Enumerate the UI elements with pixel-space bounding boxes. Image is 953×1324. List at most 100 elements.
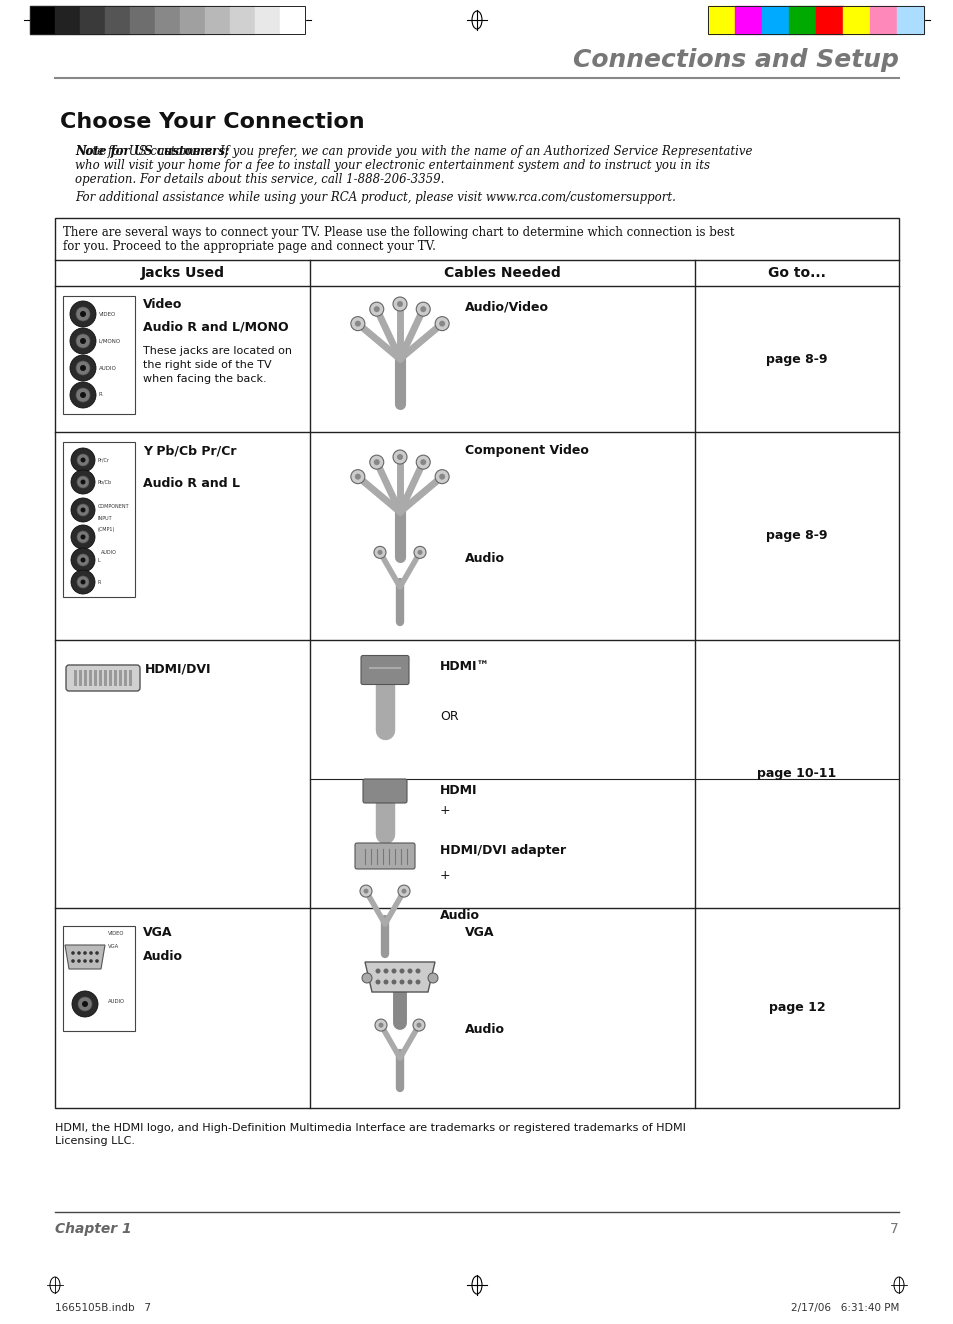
Circle shape [378, 1022, 383, 1027]
Circle shape [80, 580, 86, 584]
Circle shape [71, 548, 95, 572]
Bar [99, 670, 102, 686]
Bar [113, 670, 117, 686]
Text: Note for US customers:: Note for US customers: [75, 146, 229, 158]
Text: Note for US customers: If you prefer, we can provide you with the name of an Aut: Note for US customers: If you prefer, we… [75, 146, 752, 158]
Text: Y Pb/Cb Pr/Cr: Y Pb/Cb Pr/Cr [143, 444, 236, 457]
Circle shape [77, 553, 89, 565]
Text: VGA: VGA [464, 925, 494, 939]
Circle shape [393, 297, 407, 311]
Circle shape [374, 459, 379, 465]
Text: VGA: VGA [108, 944, 119, 949]
Bar [30, 7, 305, 34]
Bar [94, 670, 97, 686]
Bar [84, 670, 87, 686]
Circle shape [70, 301, 96, 327]
Text: operation. For details about this service, call 1-888-206-3359.: operation. For details about this servic… [75, 173, 444, 185]
Text: Audio: Audio [464, 552, 504, 565]
Bar [124, 670, 127, 686]
Circle shape [76, 388, 90, 402]
Text: page 8-9: page 8-9 [765, 352, 827, 365]
Circle shape [71, 571, 95, 594]
Circle shape [77, 576, 89, 588]
Circle shape [76, 334, 90, 348]
Circle shape [355, 320, 360, 327]
Bar [89, 670, 91, 686]
Circle shape [399, 980, 404, 985]
Circle shape [413, 1019, 424, 1031]
Text: L: L [98, 557, 101, 563]
Bar [79, 670, 82, 686]
Bar [896, 7, 923, 34]
Bar [788, 7, 815, 34]
Circle shape [438, 474, 445, 479]
Circle shape [438, 320, 445, 327]
Text: Audio R and L: Audio R and L [143, 477, 240, 490]
Text: page 8-9: page 8-9 [765, 530, 827, 543]
Circle shape [401, 888, 406, 894]
Circle shape [80, 507, 86, 512]
Text: Audio: Audio [143, 951, 183, 963]
Bar [842, 7, 869, 34]
Circle shape [77, 504, 89, 516]
Text: INPUT: INPUT [98, 515, 112, 520]
Circle shape [71, 448, 95, 471]
Circle shape [416, 968, 420, 973]
Text: AUDIO: AUDIO [101, 549, 117, 555]
Circle shape [71, 526, 95, 549]
Bar [254, 7, 280, 34]
Bar [734, 7, 761, 34]
Bar [63, 442, 135, 597]
Text: Go to...: Go to... [767, 266, 825, 279]
Circle shape [375, 980, 380, 985]
Text: HDMI™: HDMI™ [439, 659, 490, 673]
Bar [105, 7, 130, 34]
Text: R: R [99, 392, 103, 397]
Circle shape [80, 557, 86, 563]
Text: L/MONO: L/MONO [99, 339, 121, 343]
Circle shape [77, 477, 89, 489]
Circle shape [417, 549, 422, 555]
Text: HDMI/DVI: HDMI/DVI [145, 662, 212, 675]
Circle shape [80, 479, 86, 485]
Circle shape [71, 990, 98, 1017]
Circle shape [374, 306, 379, 312]
Bar [74, 670, 77, 686]
Bar [55, 218, 898, 1108]
Circle shape [420, 306, 426, 312]
Circle shape [396, 454, 402, 459]
Circle shape [351, 470, 364, 483]
Text: VGA: VGA [143, 925, 172, 939]
Circle shape [397, 884, 410, 898]
Polygon shape [365, 963, 435, 992]
Text: There are several ways to connect your TV. Please use the following chart to det: There are several ways to connect your T… [63, 226, 734, 240]
Bar [815, 7, 842, 34]
Bar [707, 7, 923, 34]
Circle shape [359, 884, 372, 898]
Circle shape [82, 1001, 88, 1008]
Bar [761, 7, 788, 34]
Text: Pb/Cb: Pb/Cb [98, 479, 112, 485]
Circle shape [383, 980, 388, 985]
Bar [230, 7, 254, 34]
Circle shape [71, 951, 74, 955]
Text: 2/17/06   6:31:40 PM: 2/17/06 6:31:40 PM [790, 1303, 898, 1313]
Text: page 12: page 12 [768, 1001, 824, 1014]
Text: Audio R and L/MONO: Audio R and L/MONO [143, 320, 289, 334]
Circle shape [370, 455, 383, 469]
Circle shape [95, 959, 99, 963]
Circle shape [78, 997, 91, 1012]
Circle shape [77, 959, 81, 963]
Circle shape [414, 547, 426, 559]
Text: 1665105B.indb   7: 1665105B.indb 7 [55, 1303, 151, 1313]
Text: Pr/Cr: Pr/Cr [98, 458, 110, 462]
Text: Component Video: Component Video [464, 444, 588, 457]
Text: Choose Your Connection: Choose Your Connection [60, 113, 364, 132]
Bar [55, 7, 80, 34]
Text: for you. Proceed to the appropriate page and connect your TV.: for you. Proceed to the appropriate page… [63, 240, 436, 253]
Circle shape [391, 968, 396, 973]
Circle shape [383, 968, 388, 973]
Circle shape [80, 311, 86, 316]
Text: HDMI/DVI adapter: HDMI/DVI adapter [439, 843, 565, 857]
Bar [707, 7, 734, 34]
